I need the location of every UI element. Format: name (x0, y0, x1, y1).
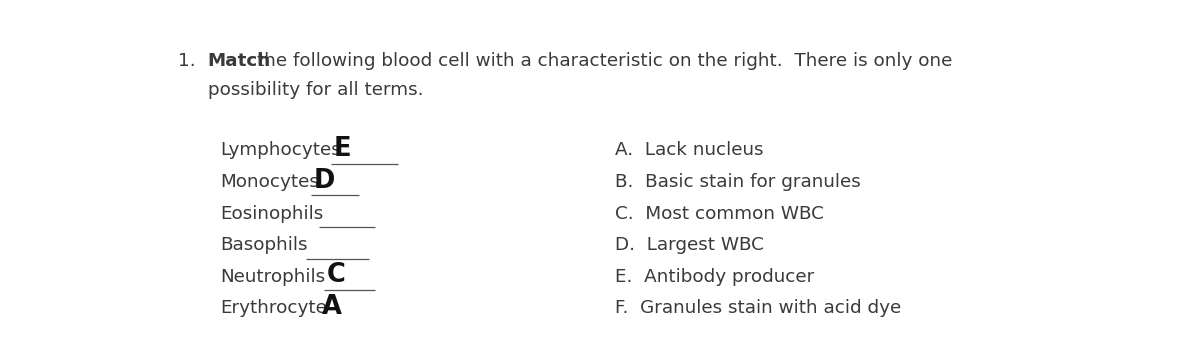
Text: D: D (313, 168, 335, 193)
Text: B.  Basic stain for granules: B. Basic stain for granules (616, 173, 860, 191)
Text: A.  Lack nucleus: A. Lack nucleus (616, 141, 763, 159)
Text: possibility for all terms.: possibility for all terms. (208, 81, 424, 98)
Text: F.  Granules stain with acid dye: F. Granules stain with acid dye (616, 299, 901, 317)
Text: D.  Largest WBC: D. Largest WBC (616, 236, 764, 254)
Text: Match: Match (208, 53, 271, 71)
Text: the following blood cell with a characteristic on the right.  There is only one: the following blood cell with a characte… (257, 53, 953, 71)
Text: Erythrocyte: Erythrocyte (220, 299, 326, 317)
Text: C.  Most common WBC: C. Most common WBC (616, 205, 824, 222)
Text: E: E (334, 136, 352, 162)
Text: Eosinophils: Eosinophils (220, 205, 323, 222)
Text: Neutrophils: Neutrophils (220, 268, 325, 286)
Text: Monocytes: Monocytes (220, 173, 319, 191)
Text: Basophils: Basophils (220, 236, 307, 254)
Text: Lymphocytes: Lymphocytes (220, 141, 341, 159)
Text: A: A (322, 294, 342, 320)
Text: 1.: 1. (178, 53, 196, 71)
Text: C: C (326, 262, 346, 288)
Text: E.  Antibody producer: E. Antibody producer (616, 268, 815, 286)
